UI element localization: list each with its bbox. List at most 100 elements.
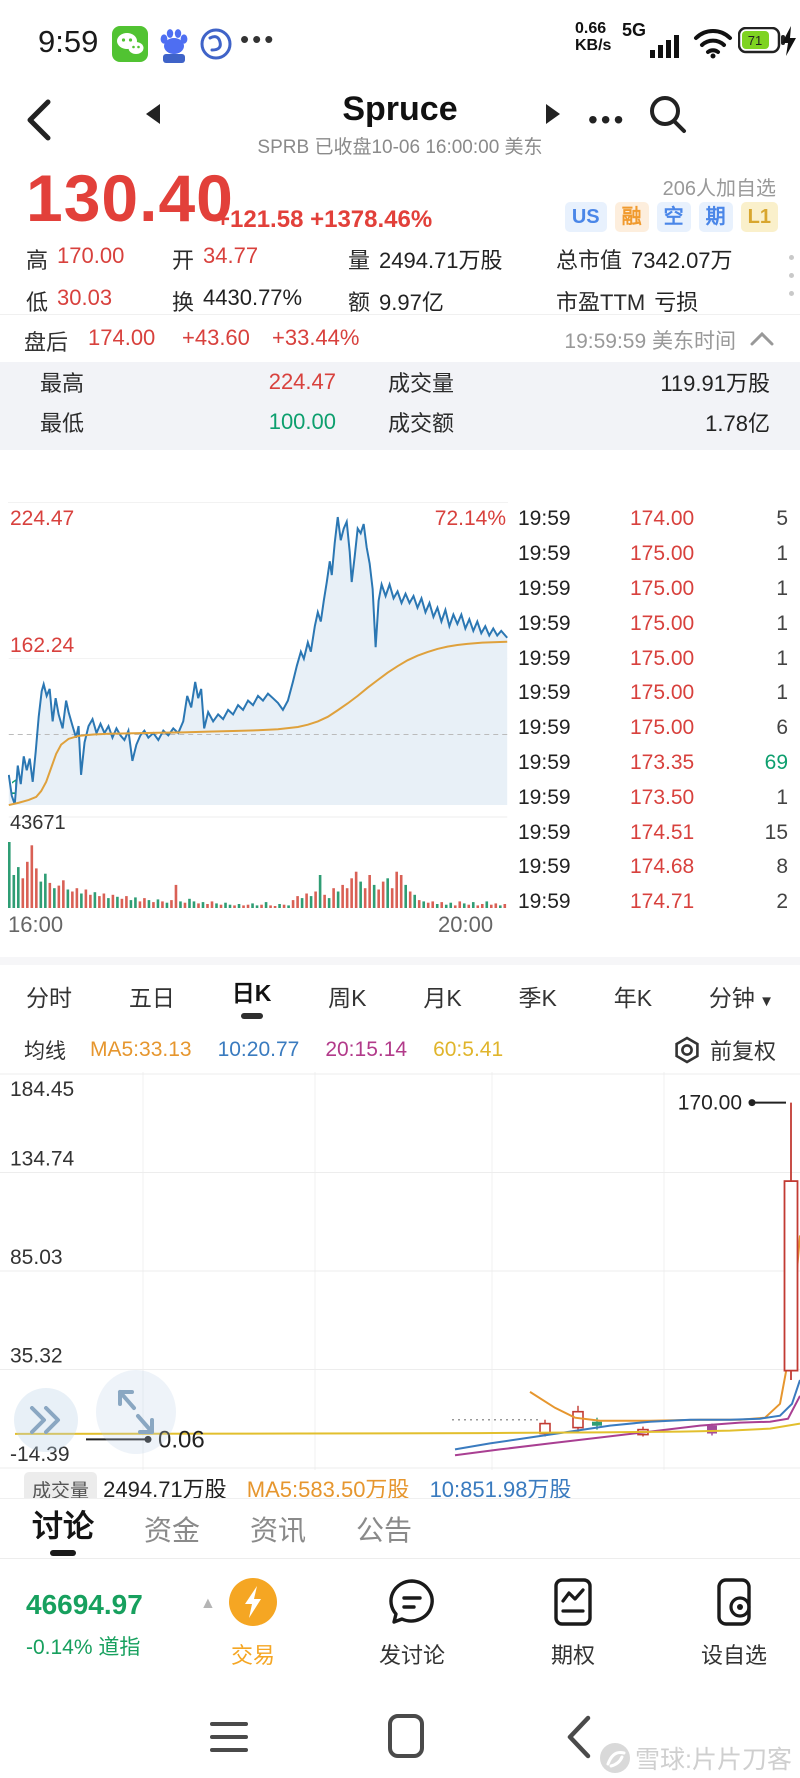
stat-label: 总市值 bbox=[556, 248, 623, 273]
tab-资讯[interactable]: 资讯 bbox=[250, 1514, 307, 1546]
trade-qty: 2 bbox=[776, 890, 788, 914]
after-hours-row[interactable]: 盘后 174.00 +43.60 +33.44% 19:59:59 美东时间 bbox=[0, 314, 800, 360]
period-tab-分时[interactable]: 分时 bbox=[26, 985, 72, 1011]
recents-button[interactable] bbox=[210, 1722, 248, 1752]
intraday-price-chart[interactable] bbox=[8, 502, 508, 818]
stat-value: 4430.77% bbox=[203, 285, 303, 310]
period-tab-月K[interactable]: 月K bbox=[423, 985, 462, 1011]
collapse-chevron-icon[interactable] bbox=[750, 331, 774, 352]
trade-time: 19:59 bbox=[518, 611, 571, 635]
trade-row[interactable]: 19:59 173.50 1 bbox=[508, 780, 800, 815]
wifi-icon bbox=[692, 26, 734, 65]
price-change: +121.58 +1378.46% bbox=[216, 206, 433, 233]
summary-value: 1.78亿 bbox=[705, 411, 770, 436]
ma-legend-item: 20:15.14 bbox=[325, 1037, 408, 1061]
search-button[interactable] bbox=[646, 92, 690, 141]
trade-row[interactable]: 19:59 175.00 1 bbox=[508, 572, 800, 607]
settings-hex-icon bbox=[675, 1035, 699, 1064]
after-hours-time: 19:59:59 美东时间 bbox=[564, 330, 736, 353]
trade-time: 19:59 bbox=[518, 576, 571, 600]
time-axis-start: 16:00 bbox=[8, 912, 64, 937]
trade-row[interactable]: 19:59 174.51 15 bbox=[508, 815, 800, 850]
stat-value: 170.00 bbox=[57, 243, 125, 268]
clock: 9:59 bbox=[38, 24, 99, 59]
trade-time: 19:59 bbox=[518, 507, 571, 531]
ma-legend-item: 10:20.77 bbox=[217, 1037, 300, 1061]
trade-row[interactable]: 19:59 175.00 1 bbox=[508, 676, 800, 711]
trade-time: 19:59 bbox=[518, 855, 571, 879]
dow-index-change: -0.14% 道指 bbox=[26, 1636, 141, 1659]
trade-row[interactable]: 19:59 175.00 6 bbox=[508, 711, 800, 746]
trade-ticker-list[interactable]: 19:59 174.00 5 19:59 175.00 1 19:59 175.00 1 19:5… bbox=[508, 502, 800, 920]
time-axis-end: 20:00 bbox=[438, 912, 494, 937]
stat-item: 市盈TTM 亏损 bbox=[556, 285, 698, 317]
trade-row[interactable]: 19:59 174.71 2 bbox=[508, 885, 800, 920]
after-hours-change: +43.60 bbox=[182, 325, 250, 350]
period-tab-季K[interactable]: 季K bbox=[518, 985, 557, 1011]
trade-row[interactable]: 19:59 175.00 1 bbox=[508, 641, 800, 676]
fullscreen-button[interactable] bbox=[96, 1370, 176, 1454]
stat-label: 高 bbox=[26, 248, 49, 273]
trade-row[interactable]: 19:59 175.00 1 bbox=[508, 606, 800, 641]
stat-item: 量 2494.71万股 bbox=[348, 243, 556, 275]
next-stock-button[interactable] bbox=[546, 104, 560, 124]
stat-value: 30.03 bbox=[57, 285, 113, 310]
back-button[interactable] bbox=[24, 98, 54, 147]
nav-back-button[interactable] bbox=[562, 1712, 594, 1767]
section-separator bbox=[0, 957, 800, 965]
more-menu-button[interactable]: ••• bbox=[588, 104, 627, 135]
ma-values: MA5:33.13 10:20.77 20:15.14 60:5.41 bbox=[90, 1038, 503, 1062]
period-tab-分钟[interactable]: 分钟 ▼ bbox=[708, 985, 774, 1011]
dow-index-value[interactable]: 46694.97 bbox=[26, 1589, 143, 1620]
svg-text:-14.39: -14.39 bbox=[10, 1443, 70, 1466]
tab-讨论[interactable]: 讨论 bbox=[32, 1501, 94, 1556]
period-tab-日K[interactable]: 日K bbox=[232, 974, 272, 1019]
network-speed: 0.66 KB/s bbox=[575, 20, 612, 54]
expand-right-button[interactable] bbox=[14, 1388, 78, 1452]
stat-item: 额 9.97亿 bbox=[348, 285, 556, 317]
stat-label: 市盈TTM bbox=[556, 290, 646, 315]
period-tab-五日[interactable]: 五日 bbox=[128, 985, 175, 1011]
svg-text:71: 71 bbox=[748, 33, 762, 48]
home-button[interactable] bbox=[388, 1714, 424, 1758]
trade-row[interactable]: 19:59 175.00 1 bbox=[508, 537, 800, 572]
watermark: 雪球:片片刀客 bbox=[599, 1740, 792, 1776]
period-tab-年K[interactable]: 年K bbox=[613, 985, 653, 1011]
stat-value: 亏损 bbox=[654, 290, 699, 315]
summary-row: 最高 224.47 成交量 119.91万股 bbox=[0, 362, 800, 402]
stat-label: 额 bbox=[348, 290, 371, 315]
trade-row[interactable]: 19:59 173.35 69 bbox=[508, 746, 800, 781]
volume-axis-label: 43671 bbox=[10, 812, 66, 834]
drag-handle-dots[interactable] bbox=[789, 255, 794, 296]
post-discussion-button[interactable]: 发讨论 bbox=[342, 1577, 482, 1670]
kline-chart-section[interactable]: 184.45 134.74 85.03 35.32 -14.39 170.00 0.06 bbox=[0, 1072, 800, 1470]
intraday-volume-chart bbox=[8, 842, 507, 908]
trade-qty: 1 bbox=[776, 542, 788, 566]
current-price: 130.40 bbox=[26, 161, 234, 235]
trade-qty: 15 bbox=[764, 820, 788, 844]
trade-qty: 1 bbox=[776, 576, 788, 600]
add-watchlist-button[interactable]: 设自选 bbox=[664, 1577, 800, 1670]
summary-value: 100.00 bbox=[268, 409, 336, 434]
stat-item: 开 34.77 bbox=[172, 243, 348, 275]
tab-公告[interactable]: 公告 bbox=[356, 1514, 413, 1546]
trade-price: 174.68 bbox=[630, 855, 695, 879]
trade-qty: 1 bbox=[776, 646, 788, 670]
tab-资金[interactable]: 资金 bbox=[144, 1514, 201, 1546]
trade-row[interactable]: 19:59 174.00 5 bbox=[508, 502, 800, 537]
prev-stock-button[interactable] bbox=[146, 104, 160, 124]
trade-price: 174.00 bbox=[630, 507, 695, 531]
period-tab-周K[interactable]: 周K bbox=[328, 985, 367, 1011]
ma-legend-item: 60:5.41 bbox=[433, 1037, 504, 1061]
ma-legend-bar: 均线 MA5:33.13 10:20.77 20:15.14 60:5.41 前复权 bbox=[0, 1027, 800, 1072]
trade-time: 19:59 bbox=[518, 785, 571, 809]
adjust-mode[interactable]: 前复权 bbox=[672, 1034, 776, 1066]
trade-button[interactable]: 交易 bbox=[183, 1577, 323, 1670]
axis-high: 224.47 bbox=[10, 507, 75, 530]
trade-row[interactable]: 19:59 174.68 8 bbox=[508, 850, 800, 885]
volume-ma5: MA5:583.50万股 bbox=[246, 1477, 410, 1498]
after-hours-label: 盘后 bbox=[24, 330, 69, 355]
summary-label: 成交量 bbox=[388, 371, 455, 396]
options-button[interactable]: 期权 bbox=[503, 1577, 643, 1670]
